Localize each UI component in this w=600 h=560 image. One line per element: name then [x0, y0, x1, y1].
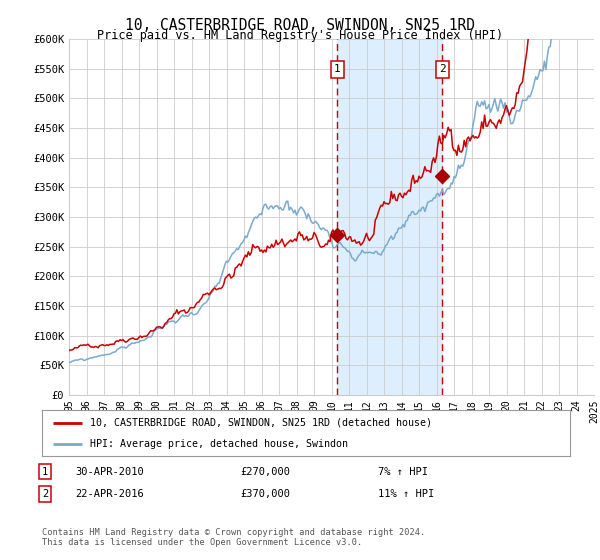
Text: £370,000: £370,000: [240, 489, 290, 499]
Text: 10, CASTERBRIDGE ROAD, SWINDON, SN25 1RD: 10, CASTERBRIDGE ROAD, SWINDON, SN25 1RD: [125, 18, 475, 33]
Text: 1: 1: [334, 64, 341, 74]
Text: 2: 2: [42, 489, 48, 499]
Text: 11% ↑ HPI: 11% ↑ HPI: [378, 489, 434, 499]
Text: 7% ↑ HPI: 7% ↑ HPI: [378, 466, 428, 477]
Text: 1: 1: [42, 466, 48, 477]
Text: 2: 2: [439, 64, 445, 74]
Text: £270,000: £270,000: [240, 466, 290, 477]
Text: Price paid vs. HM Land Registry's House Price Index (HPI): Price paid vs. HM Land Registry's House …: [97, 29, 503, 42]
Text: 30-APR-2010: 30-APR-2010: [75, 466, 144, 477]
Text: 10, CASTERBRIDGE ROAD, SWINDON, SN25 1RD (detached house): 10, CASTERBRIDGE ROAD, SWINDON, SN25 1RD…: [89, 418, 431, 428]
Bar: [337, 39, 442, 395]
Text: HPI: Average price, detached house, Swindon: HPI: Average price, detached house, Swin…: [89, 439, 347, 449]
Text: Contains HM Land Registry data © Crown copyright and database right 2024.
This d: Contains HM Land Registry data © Crown c…: [42, 528, 425, 547]
Text: 22-APR-2016: 22-APR-2016: [75, 489, 144, 499]
